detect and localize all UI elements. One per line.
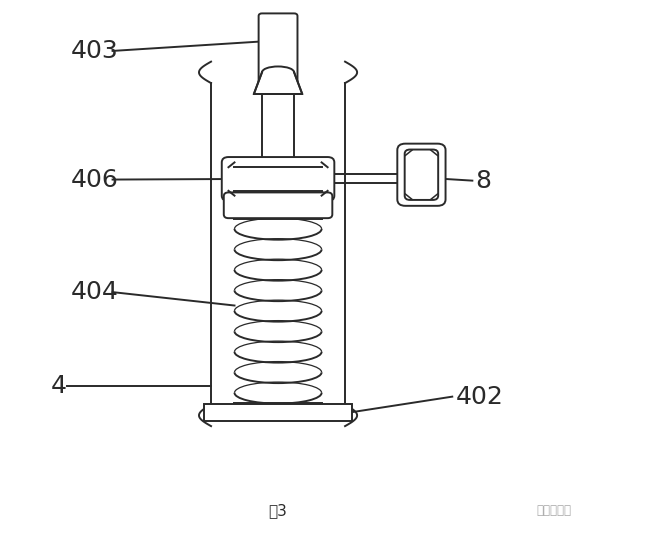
Text: 403: 403 — [70, 39, 118, 63]
Polygon shape — [254, 72, 302, 94]
FancyBboxPatch shape — [222, 157, 334, 201]
Text: 404: 404 — [70, 280, 118, 304]
FancyBboxPatch shape — [405, 150, 438, 200]
Text: 石材研习社: 石材研习社 — [536, 504, 571, 517]
FancyBboxPatch shape — [397, 144, 446, 206]
Bar — [204, 404, 352, 421]
Text: 4: 4 — [50, 374, 66, 398]
FancyBboxPatch shape — [224, 192, 332, 218]
FancyBboxPatch shape — [259, 13, 297, 86]
Text: 402: 402 — [456, 385, 503, 408]
Text: 图3: 图3 — [269, 503, 287, 518]
Text: 406: 406 — [70, 168, 118, 191]
Bar — [262, 83, 294, 162]
Text: 8: 8 — [476, 169, 492, 192]
